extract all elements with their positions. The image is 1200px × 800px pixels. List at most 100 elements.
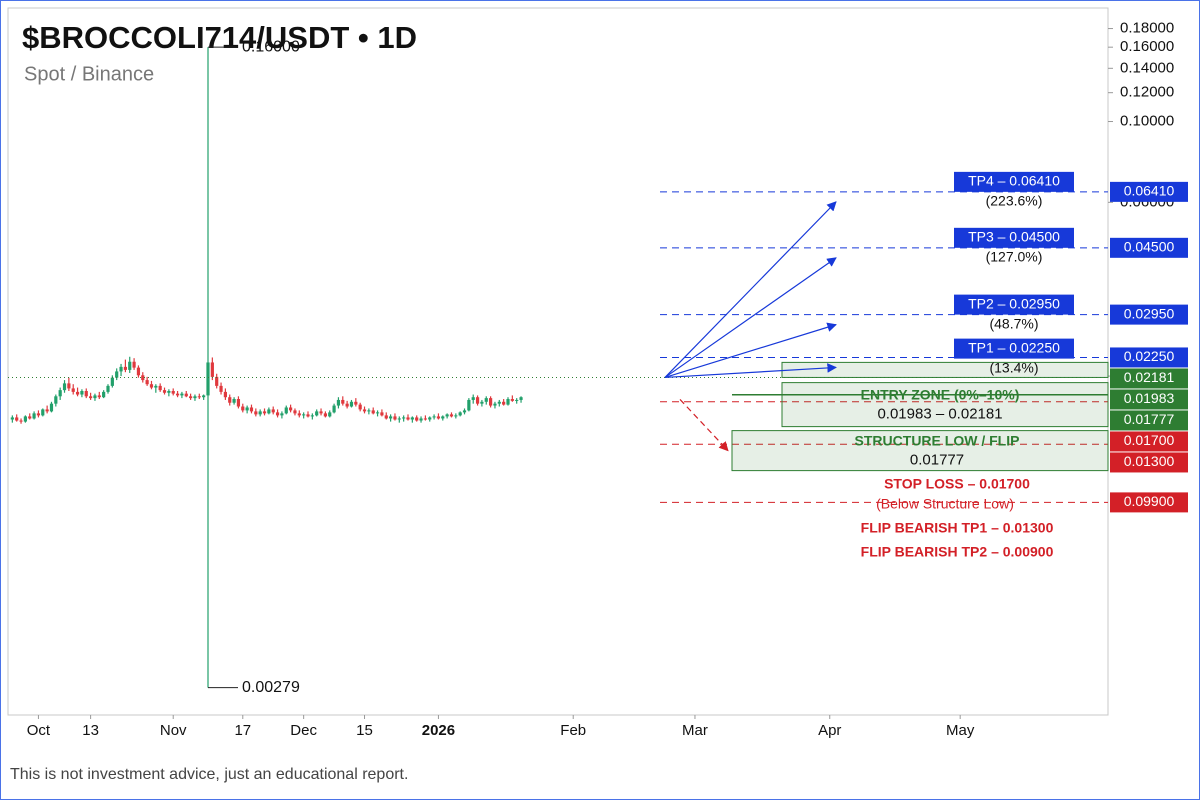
candle-body — [467, 399, 471, 411]
candle-body — [293, 410, 297, 414]
target-label: TP4 – 0.06410 — [968, 173, 1060, 189]
candle-body — [110, 377, 114, 386]
candle-body — [436, 416, 441, 419]
candle-body — [458, 412, 462, 416]
candle-body — [41, 409, 45, 416]
plot-border — [7, 7, 1109, 716]
candle-body — [106, 385, 110, 392]
candle-body — [362, 409, 367, 412]
level-label-bg — [840, 542, 1070, 563]
candle-body — [515, 399, 519, 401]
price-tag-label: 0.02950 — [1124, 305, 1175, 321]
candle-body — [175, 393, 180, 396]
target-box — [954, 227, 1074, 248]
candle-body — [171, 391, 175, 394]
annotation-label: 0.00279 — [242, 679, 300, 696]
price-tag-label: 0.01700 — [1124, 432, 1175, 448]
price-tag — [1110, 389, 1188, 410]
candle-body — [402, 417, 406, 419]
candle-body — [406, 417, 410, 420]
candle-body — [315, 411, 319, 416]
candle-body — [271, 409, 275, 413]
level-note: (Below Structure Low) — [876, 495, 1014, 511]
candle-body — [202, 395, 206, 398]
target-label: TP1 – 0.02250 — [968, 339, 1060, 355]
candle-body — [49, 403, 54, 412]
candle-body — [223, 391, 227, 398]
candle-body — [275, 412, 280, 416]
candle-body — [519, 397, 523, 400]
structure-box — [731, 430, 1109, 472]
candle-body — [506, 399, 510, 405]
candle-body — [393, 416, 397, 420]
candle-body — [232, 399, 236, 403]
target-box — [954, 338, 1074, 359]
candle-body — [249, 407, 254, 412]
x-tick-label: Apr — [818, 722, 841, 739]
candle-body — [15, 417, 19, 421]
candle-body — [419, 418, 423, 421]
candle-body — [328, 412, 332, 417]
candle-body — [19, 420, 23, 422]
candle-body — [367, 410, 371, 412]
candle-body — [258, 411, 262, 415]
candle-body — [32, 413, 36, 419]
candle-body — [493, 403, 497, 406]
candle-body — [445, 414, 449, 417]
candle-body — [380, 412, 384, 416]
candle-body — [371, 410, 375, 414]
price-tag — [1110, 492, 1188, 513]
candle-body — [36, 413, 41, 416]
candle-body — [410, 417, 414, 420]
candle-body — [280, 413, 284, 416]
price-tag-label: 0.04500 — [1124, 239, 1175, 255]
candle-body — [241, 406, 245, 411]
subtitle: Spot / Binance — [24, 63, 154, 85]
candle-body — [145, 380, 149, 385]
level-note: (48.7%) — [989, 315, 1038, 331]
target-label: TP3 – 0.04500 — [968, 229, 1060, 245]
candle-body — [89, 396, 93, 399]
level-label-bg — [840, 474, 1070, 495]
x-tick-label: 13 — [82, 722, 99, 739]
x-tick-label: Mar — [682, 722, 708, 739]
candle-body — [128, 361, 132, 370]
level-label-bg — [840, 518, 1070, 539]
candle-body — [219, 385, 223, 392]
candle-body — [167, 391, 171, 393]
y-tick-label: 0.18000 — [1120, 20, 1174, 37]
level-note: (223.6%) — [986, 193, 1043, 209]
candle-body — [415, 417, 419, 421]
candle-body — [306, 414, 310, 417]
candle-body — [389, 416, 393, 419]
structure-value: 0.01777 — [910, 452, 964, 469]
target-arrow — [664, 257, 837, 378]
level-note: (13.4%) — [989, 359, 1038, 375]
footer: This is not investment advice, just an e… — [10, 766, 408, 783]
candle-body — [71, 388, 75, 392]
candle-body — [84, 391, 88, 397]
candle-body — [58, 390, 62, 397]
price-tag-label: 0.02181 — [1124, 369, 1175, 385]
y-tick-label: 0.14000 — [1120, 59, 1174, 76]
candle-body — [319, 411, 323, 414]
x-tick-label: Nov — [160, 722, 187, 739]
candle-body — [23, 416, 27, 422]
candle-body — [28, 416, 32, 419]
candle-body — [123, 366, 127, 370]
target-label: TP2 – 0.02950 — [968, 295, 1060, 311]
candle-body — [484, 398, 488, 402]
candle-body — [193, 396, 197, 399]
candle-body — [428, 417, 432, 420]
candle-body — [228, 397, 232, 403]
risk-label: FLIP BEARISH TP1 – 0.01300 — [861, 519, 1054, 535]
candle-body — [502, 401, 506, 405]
candle-body — [297, 413, 301, 416]
candle-body — [75, 391, 80, 395]
candle-body — [454, 415, 458, 417]
candle-body — [154, 385, 158, 388]
candle-body — [341, 399, 345, 404]
x-tick-label: Feb — [560, 722, 586, 739]
candle-body — [197, 396, 201, 398]
